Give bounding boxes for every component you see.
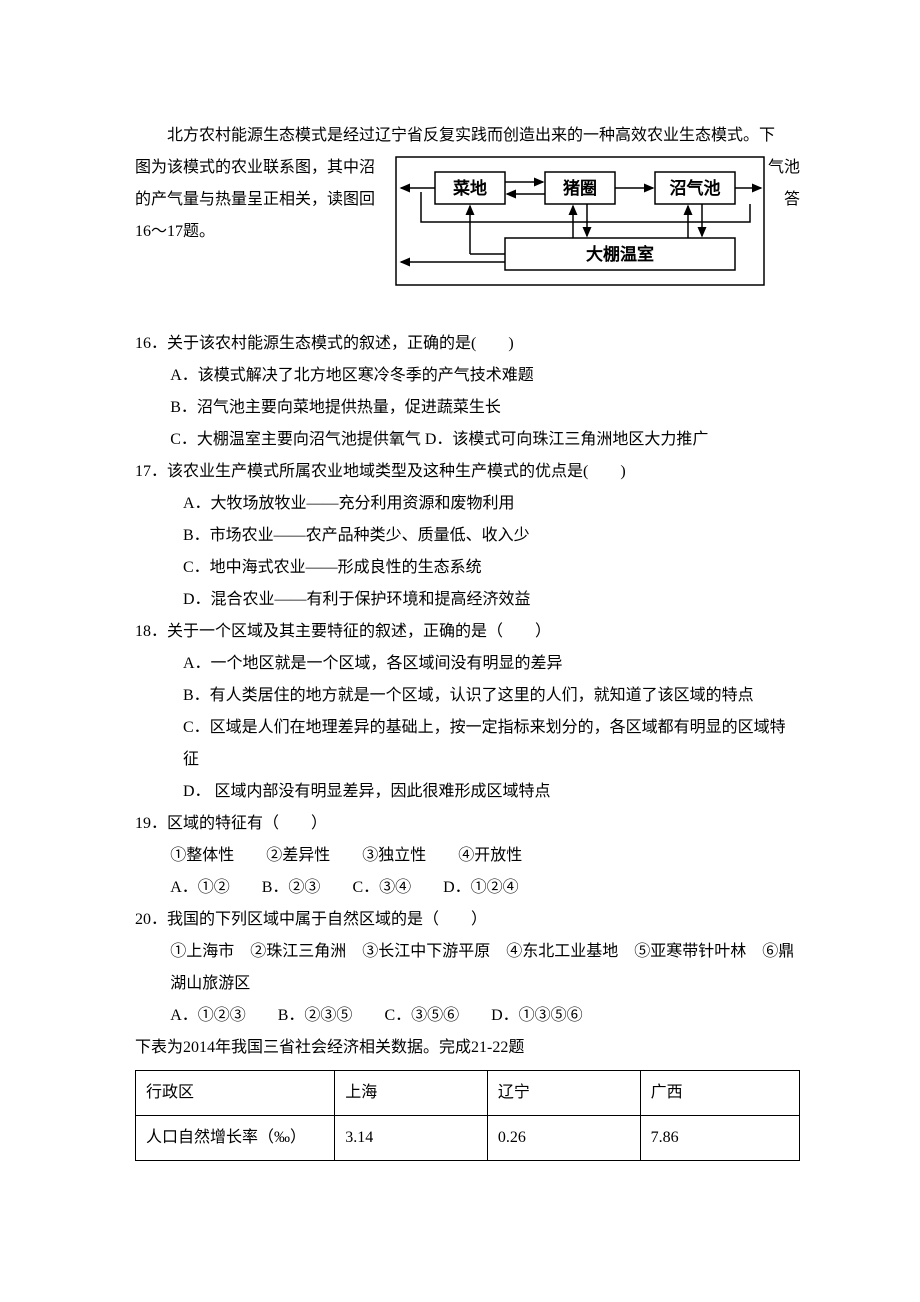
intro-block: 北方农村能源生态模式是经过辽宁省反复实践而创造出来的一种高效农业生态模式。下 图… bbox=[135, 120, 800, 248]
table-header-cell: 行政区 bbox=[136, 1071, 335, 1116]
q17-opt-d: D．混合农业——有利于保护环境和提高经济效益 bbox=[135, 584, 800, 616]
question-18: 18．关于一个区域及其主要特征的叙述，正确的是（ ） A．一个地区就是一个区域，… bbox=[135, 616, 800, 808]
q18-opt-c: C．区域是人们在地理差异的基础上，按一定指标来划分的，各区域都有明显的区域特征 bbox=[135, 712, 800, 776]
table-header-cell: 辽宁 bbox=[487, 1071, 640, 1116]
table-header-cell: 广西 bbox=[640, 1071, 799, 1116]
q18-stem: 18．关于一个区域及其主要特征的叙述，正确的是（ ） bbox=[135, 616, 800, 648]
ecology-diagram: 菜地 猪圈 沼气池 大棚温室 bbox=[395, 156, 765, 298]
q16-stem: 16．关于该农村能源生态模式的叙述，正确的是( ) bbox=[135, 328, 800, 360]
diagram-node-zhaoqichi: 沼气池 bbox=[670, 178, 721, 198]
q17-stem: 17．该农业生产模式所属农业地域类型及这种生产模式的优点是( ) bbox=[135, 456, 800, 488]
q18-opt-d: D． 区域内部没有明显差异，因此很难形成区域特点 bbox=[135, 776, 800, 808]
table-intro: 下表为2014年我国三省社会经济相关数据。完成21-22题 bbox=[135, 1032, 800, 1064]
q16-opt-cd: C．大棚温室主要向沼气池提供氧气 D．该模式可向珠江三角洲地区大力推广 bbox=[135, 424, 800, 456]
table-cell: 3.14 bbox=[335, 1116, 488, 1161]
question-17: 17．该农业生产模式所属农业地域类型及这种生产模式的优点是( ) A．大牧场放牧… bbox=[135, 456, 800, 616]
q20-opt-b: B．②③⑤ bbox=[278, 1000, 353, 1032]
q19-opt-b: B．②③ bbox=[262, 872, 321, 904]
exam-page: 北方农村能源生态模式是经过辽宁省反复实践而创造出来的一种高效农业生态模式。下 图… bbox=[0, 0, 920, 1201]
q16-opt-a: A．该模式解决了北方地区寒冷冬季的产气技术难题 bbox=[135, 360, 800, 392]
q20-options: A．①②③ B．②③⑤ C．③⑤⑥ D．①③⑤⑥ bbox=[135, 1000, 800, 1032]
q19-stem: 19．区域的特征有（ ） bbox=[135, 808, 800, 840]
diagram-node-caidi: 菜地 bbox=[452, 178, 487, 198]
q18-opt-b: B．有人类居住的地方就是一个区域，认识了这里的人们，就知道了该区域的特点 bbox=[135, 680, 800, 712]
q18-opt-a: A．一个地区就是一个区域，各区域间没有明显的差异 bbox=[135, 648, 800, 680]
q19-options: A．①② B．②③ C．③④ D．①②④ bbox=[135, 872, 800, 904]
intro-line3-left: 的产气量与热量呈正相关，读图回 bbox=[135, 184, 380, 216]
intro-line2-left: 图为该模式的农业联系图，其中沼 bbox=[135, 152, 380, 184]
q20-items: ①上海市 ②珠江三角洲 ③长江中下游平原 ④东北工业基地 ⑤亚寒带针叶林 ⑥鼎湖… bbox=[135, 936, 800, 1000]
province-data-table: 行政区 上海 辽宁 广西 人口自然增长率（‰） 3.14 0.26 7.86 bbox=[135, 1070, 800, 1161]
q17-opt-b: B．市场农业——农产品种类少、质量低、收入少 bbox=[135, 520, 800, 552]
table-row: 人口自然增长率（‰） 3.14 0.26 7.86 bbox=[136, 1116, 800, 1161]
diagram-node-dapeng: 大棚温室 bbox=[586, 244, 654, 264]
q20-stem: 20．我国的下列区域中属于自然区域的是（ ） bbox=[135, 904, 800, 936]
q17-opt-c: C．地中海式农业——形成良性的生态系统 bbox=[135, 552, 800, 584]
q19-opt-d: D．①②④ bbox=[443, 872, 519, 904]
table-row: 行政区 上海 辽宁 广西 bbox=[136, 1071, 800, 1116]
diagram-node-zhuquan: 猪圈 bbox=[563, 178, 597, 198]
q17-opt-a: A．大牧场放牧业——充分利用资源和废物利用 bbox=[135, 488, 800, 520]
q20-opt-d: D．①③⑤⑥ bbox=[491, 1000, 583, 1032]
table-header-cell: 上海 bbox=[335, 1071, 488, 1116]
question-20: 20．我国的下列区域中属于自然区域的是（ ） ①上海市 ②珠江三角洲 ③长江中下… bbox=[135, 904, 800, 1032]
question-16: 16．关于该农村能源生态模式的叙述，正确的是( ) A．该模式解决了北方地区寒冷… bbox=[135, 328, 800, 456]
q20-opt-a: A．①②③ bbox=[170, 1000, 246, 1032]
table-cell: 7.86 bbox=[640, 1116, 799, 1161]
q16-opt-b: B．沼气池主要向菜地提供热量，促进蔬菜生长 bbox=[135, 392, 800, 424]
question-19: 19．区域的特征有（ ） ①整体性 ②差异性 ③独立性 ④开放性 A．①② B．… bbox=[135, 808, 800, 904]
q20-opt-c: C．③⑤⑥ bbox=[384, 1000, 459, 1032]
table-cell: 0.26 bbox=[487, 1116, 640, 1161]
table-cell: 人口自然增长率（‰） bbox=[136, 1116, 335, 1161]
q19-opt-a: A．①② bbox=[170, 872, 230, 904]
q19-items: ①整体性 ②差异性 ③独立性 ④开放性 bbox=[135, 840, 800, 872]
q19-opt-c: C．③④ bbox=[352, 872, 411, 904]
intro-line1: 北方农村能源生态模式是经过辽宁省反复实践而创造出来的一种高效农业生态模式。下 bbox=[135, 120, 800, 152]
